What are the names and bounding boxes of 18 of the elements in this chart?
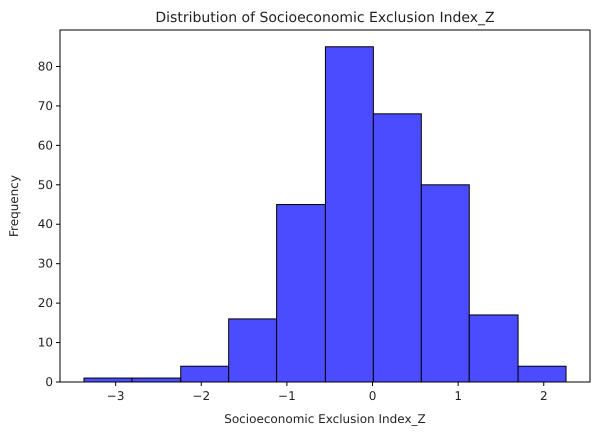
y-tick-label: 60	[38, 138, 53, 152]
y-tick-label: 70	[38, 98, 53, 113]
chart-title: Distribution of Socioeconomic Exclusion Index_Z	[155, 10, 495, 26]
x-axis-title: Socioeconomic Exclusion Index_Z	[224, 412, 426, 426]
y-tick-label: 10	[38, 336, 53, 350]
y-tick-label: 0	[45, 375, 53, 389]
y-tick-label: 50	[38, 178, 53, 192]
y-tick-label: 80	[38, 59, 53, 74]
y-tick-label: 40	[38, 217, 53, 232]
y-tick-label: 30	[38, 256, 53, 271]
y-axis-title: Frequency	[7, 175, 21, 237]
y-tick-label: 20	[38, 296, 53, 310]
x-tick-label: 1	[454, 389, 462, 403]
x-tick-label: −2	[192, 389, 210, 403]
x-tick-label: 0	[368, 389, 376, 403]
x-tick-label: −3	[106, 389, 125, 403]
x-tick-label: 2	[540, 389, 548, 403]
x-tick-label: −1	[278, 389, 296, 403]
